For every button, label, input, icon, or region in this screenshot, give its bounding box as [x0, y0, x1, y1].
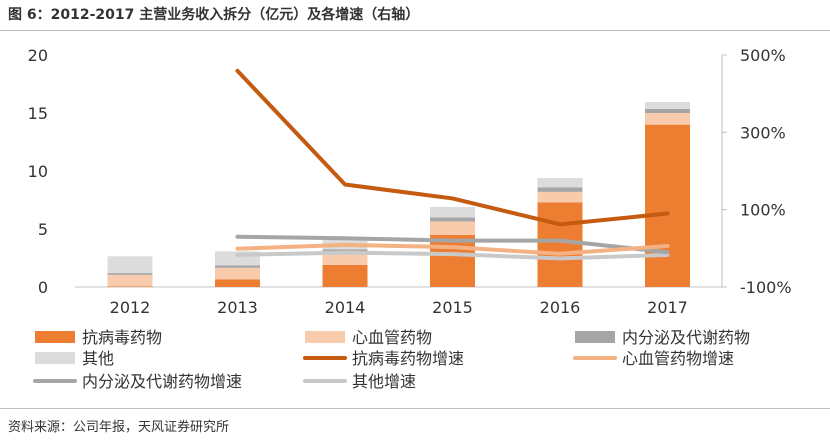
bar-segment [215, 279, 260, 287]
bar-segment [645, 124, 690, 287]
y-tick-label: 20 [28, 46, 48, 65]
legend-label: 心血管药物 [352, 328, 432, 347]
bar-segment [645, 101, 690, 109]
y2-tick-label: 300% [740, 123, 786, 142]
series-line [235, 68, 670, 227]
bar-segment [537, 202, 583, 287]
legend-label: 其他 [82, 349, 114, 368]
legend-label: 内分泌及代谢药物 [622, 328, 750, 347]
bar-segment [322, 252, 368, 265]
legend-swatch [305, 331, 345, 343]
bar-segment [537, 191, 583, 203]
x-tick-label: 2015 [432, 298, 473, 317]
legend-label: 内分泌及代谢药物增速 [82, 372, 242, 391]
bar-segment [430, 206, 475, 218]
figure-title: 图 6：2012-2017 主营业务收入拆分（亿元）及各增速（右轴） [8, 7, 420, 23]
bar-segment [107, 256, 153, 274]
legend-label: 心血管药物增速 [622, 349, 734, 368]
y-tick-label: 5 [38, 220, 48, 239]
x-tick-label: 2013 [217, 298, 258, 317]
y2-tick-label: 500% [740, 46, 786, 65]
y-tick-label: 10 [28, 162, 48, 181]
bar-segment [215, 265, 260, 268]
bar-segment [430, 221, 475, 235]
x-tick-label: 2017 [647, 298, 688, 317]
legend-swatch [575, 331, 615, 343]
bar-segment [215, 267, 260, 280]
y-tick-label: 0 [38, 278, 48, 297]
legend-label: 抗病毒药物 [82, 328, 162, 347]
legend-swatch [35, 352, 75, 364]
bar-segment [107, 273, 153, 275]
bar-segment [107, 274, 153, 287]
y-tick-label: 15 [28, 104, 48, 123]
title-divider [0, 30, 830, 31]
footer-divider [0, 408, 830, 409]
x-tick-label: 2014 [325, 298, 366, 317]
series-line [235, 250, 670, 261]
legend-swatch [35, 331, 75, 343]
source-note: 资料来源：公司年报，天风证券研究所 [8, 420, 230, 435]
x-tick-label: 2012 [110, 298, 151, 317]
legend-label: 抗病毒药物增速 [352, 349, 464, 368]
bar-segment [645, 113, 690, 125]
bar-segment [430, 217, 475, 222]
bar-segment [322, 264, 368, 287]
bar-segment [537, 187, 583, 192]
legend-label: 其他增速 [352, 372, 416, 391]
series-line [235, 234, 670, 255]
y2-tick-label: -100% [740, 278, 792, 297]
bar-segment [537, 177, 583, 188]
y2-tick-label: 100% [740, 201, 786, 220]
x-tick-label: 2016 [540, 298, 581, 317]
bar-segment [645, 108, 690, 113]
bar-segment [107, 286, 153, 287]
series-line [235, 242, 670, 256]
bar-segment [430, 234, 475, 287]
